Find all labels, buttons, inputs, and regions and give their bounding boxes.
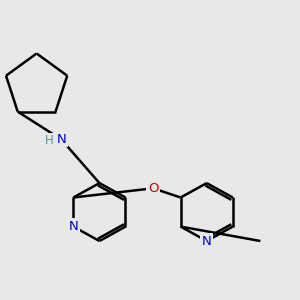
Text: N: N bbox=[56, 133, 66, 146]
Text: O: O bbox=[148, 182, 158, 195]
Text: H: H bbox=[45, 134, 54, 147]
Text: N: N bbox=[68, 220, 78, 233]
Text: N: N bbox=[202, 235, 211, 248]
